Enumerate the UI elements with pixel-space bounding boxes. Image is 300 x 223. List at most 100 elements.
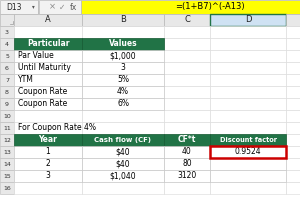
Bar (286, 182, 300, 194)
Bar (81, 0, 300, 14)
Bar (286, 134, 300, 146)
Bar (14, 62, 82, 74)
Bar (82, 182, 164, 194)
Bar (210, 146, 286, 158)
Text: 15: 15 (3, 173, 11, 178)
Bar (0, 38, 14, 50)
Text: 9: 9 (5, 101, 9, 107)
Text: =(1+B7)^(-A13): =(1+B7)^(-A13) (175, 2, 244, 12)
Bar (0, 146, 14, 158)
Text: Values: Values (109, 39, 137, 48)
Bar (164, 38, 210, 50)
Bar (164, 146, 210, 158)
Bar (82, 170, 164, 182)
Bar (164, 146, 210, 158)
Bar (210, 122, 286, 134)
Text: Until Maturity: Until Maturity (18, 64, 71, 72)
Bar (82, 158, 164, 170)
Text: 80: 80 (182, 159, 192, 169)
Bar (286, 38, 300, 50)
Bar (14, 62, 82, 74)
Bar (210, 182, 286, 194)
Text: fx: fx (69, 2, 76, 12)
Bar (164, 182, 210, 194)
Bar (0, 110, 14, 122)
Bar (82, 122, 164, 134)
Bar (210, 14, 286, 26)
Bar (14, 74, 82, 86)
Bar (210, 146, 286, 158)
Bar (14, 38, 82, 50)
Text: 8: 8 (5, 89, 9, 95)
Bar (164, 62, 210, 74)
Bar (14, 146, 82, 158)
Bar (0, 158, 14, 170)
Bar (0, 26, 14, 38)
Text: $1,040: $1,040 (110, 171, 136, 180)
Bar (164, 110, 210, 122)
Text: Particular: Particular (27, 39, 69, 48)
Bar (164, 26, 210, 38)
Text: 3120: 3120 (177, 171, 196, 180)
Bar (0, 122, 14, 134)
Text: 40: 40 (182, 147, 192, 157)
Text: Coupon Rate: Coupon Rate (18, 99, 67, 109)
Text: C: C (184, 16, 190, 25)
Bar (14, 110, 82, 122)
Bar (210, 158, 286, 170)
Bar (82, 62, 164, 74)
Text: 6: 6 (5, 66, 9, 70)
Bar (210, 62, 286, 74)
Bar (286, 62, 300, 74)
Bar (210, 134, 286, 146)
Bar (82, 14, 164, 26)
Bar (164, 158, 210, 170)
Bar (164, 158, 210, 170)
Bar (210, 98, 286, 110)
Bar (14, 14, 82, 26)
Bar (286, 122, 300, 134)
Bar (164, 134, 210, 146)
Text: 0.9524: 0.9524 (235, 147, 261, 157)
Bar (82, 62, 164, 74)
Bar (14, 134, 82, 146)
Bar (82, 134, 164, 146)
Bar (14, 26, 82, 38)
Text: Cash flow (CF): Cash flow (CF) (94, 137, 152, 143)
Bar (286, 158, 300, 170)
Bar (210, 146, 286, 158)
Bar (14, 158, 82, 170)
Text: A: A (45, 16, 51, 25)
Text: 2: 2 (46, 159, 50, 169)
Bar (164, 170, 210, 182)
Text: 4%: 4% (117, 87, 129, 97)
Bar (210, 74, 286, 86)
Bar (14, 38, 82, 50)
Text: $40: $40 (116, 159, 130, 169)
Bar (14, 170, 82, 182)
Bar (164, 86, 210, 98)
Bar (210, 38, 286, 50)
Bar (286, 110, 300, 122)
Text: 5: 5 (5, 54, 9, 58)
Bar (210, 158, 286, 170)
Bar (82, 50, 164, 62)
Text: 14: 14 (3, 161, 11, 167)
Bar (210, 134, 286, 146)
Bar (0, 50, 14, 62)
Bar (164, 122, 210, 134)
Bar (164, 14, 210, 26)
Text: Discount factor: Discount factor (220, 137, 277, 143)
Bar (82, 110, 164, 122)
Text: 16: 16 (3, 186, 11, 190)
Bar (0, 182, 14, 194)
Bar (164, 50, 210, 62)
Bar (82, 38, 164, 50)
Bar (210, 170, 286, 182)
Bar (210, 26, 286, 38)
Text: 10: 10 (3, 114, 11, 118)
Text: 1: 1 (46, 147, 50, 157)
Bar (164, 134, 210, 146)
Bar (210, 86, 286, 98)
Text: 13: 13 (3, 149, 11, 155)
